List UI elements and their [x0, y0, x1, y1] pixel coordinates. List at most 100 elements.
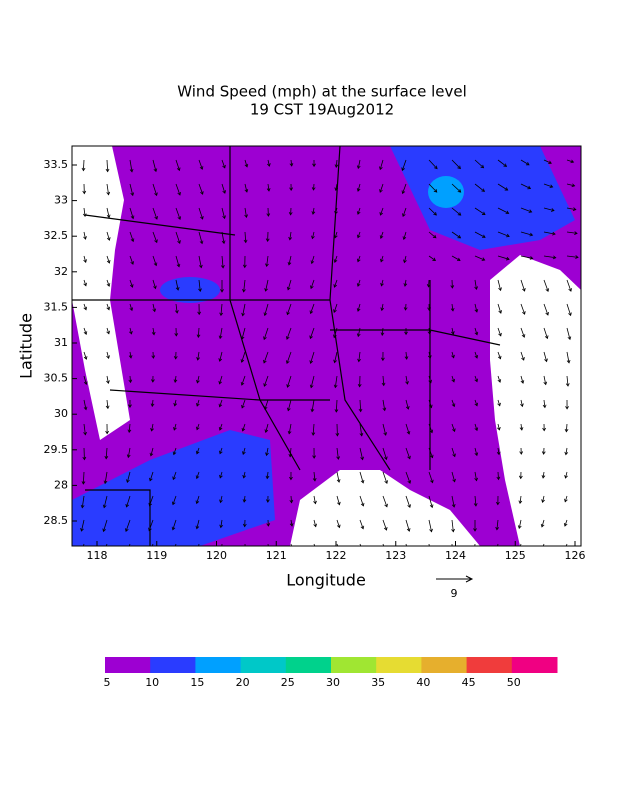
wind-vector	[402, 207, 407, 217]
low-wind-area	[290, 470, 480, 546]
wind-vector-head	[219, 524, 224, 529]
wind-vectors	[80, 159, 579, 554]
wind-vector-head	[383, 432, 388, 436]
wind-vector-head	[289, 163, 294, 167]
wind-vector-head	[83, 381, 88, 386]
wind-vector-head	[428, 404, 433, 409]
wind-vector	[543, 231, 556, 235]
wind-vector-head	[520, 403, 524, 408]
wind-vector	[543, 279, 549, 292]
wind-vector	[336, 543, 339, 546]
wind-vector-head	[403, 283, 408, 287]
wind-area	[390, 146, 575, 250]
wind-vector	[129, 183, 134, 196]
wind-vector-head	[172, 451, 177, 456]
wind-vector	[196, 471, 200, 479]
wind-vector	[497, 351, 501, 359]
wind-vector	[497, 159, 507, 167]
wind-vector	[380, 207, 384, 216]
wind-vector-head	[405, 381, 409, 385]
wind-vector	[381, 303, 384, 311]
wind-vector-head	[403, 259, 407, 264]
wind-vector-head	[542, 404, 547, 409]
y-tick-label: 28	[54, 478, 68, 491]
wind-vector	[175, 303, 178, 314]
wind-vector-head	[384, 503, 388, 508]
wind-vector-head	[495, 526, 500, 531]
wind-vector-head	[336, 456, 340, 460]
wind-vector-head	[401, 167, 405, 172]
wind-vector-head	[241, 404, 245, 409]
wind-vector	[82, 471, 85, 484]
wind-vector-head	[196, 551, 199, 554]
wind-vector-head	[474, 427, 479, 432]
wind-vector-head	[333, 309, 337, 313]
wind-vector-head	[357, 358, 361, 363]
wind-vector-head	[333, 334, 337, 339]
wind-vector	[520, 327, 525, 338]
wind-vector	[336, 495, 340, 505]
wind-vector-head	[264, 429, 269, 434]
wind-vector-head	[242, 499, 247, 503]
wind-vector-head	[474, 286, 478, 291]
wind-vector	[310, 375, 315, 388]
wind-vector-head	[106, 283, 111, 287]
wind-vector-head	[82, 456, 87, 461]
wind-vector	[520, 423, 523, 431]
wind-vector	[428, 471, 433, 483]
wind-vector-head	[379, 212, 384, 216]
wind-vector-head	[104, 455, 109, 460]
wind-vector-head	[242, 451, 246, 455]
wind-vector	[334, 279, 338, 288]
wind-vector	[381, 327, 384, 336]
wind-area	[72, 430, 275, 546]
wind-vector	[565, 471, 568, 479]
wind-vector	[335, 207, 338, 214]
wind-vector	[81, 519, 85, 532]
wind-vector	[428, 375, 432, 383]
wind-vector	[474, 471, 477, 481]
wind-vector-head	[311, 432, 316, 436]
wind-vector-head	[311, 211, 316, 215]
wind-vector	[497, 327, 502, 337]
wind-vector-head	[242, 523, 247, 528]
wind-vector-head	[334, 164, 339, 168]
wind-vector-head	[381, 357, 385, 362]
wind-vector	[220, 495, 223, 503]
wind-vector-head	[565, 406, 569, 410]
wind-vector-head	[310, 408, 315, 413]
wind-vector-head	[311, 235, 315, 240]
wind-vector-head	[450, 285, 455, 289]
wind-vector	[566, 303, 572, 316]
wind-vector	[333, 303, 338, 313]
wind-vector	[564, 495, 568, 502]
wind-vector-head	[196, 403, 200, 407]
wind-vector-head	[106, 355, 110, 360]
wind-vector-head	[356, 308, 361, 312]
wind-vector	[474, 159, 484, 169]
wind-vector	[474, 255, 485, 261]
wind-vector-head	[82, 213, 87, 218]
wind-vector-head	[219, 450, 223, 455]
wind-vector	[451, 375, 455, 383]
wind-vector	[290, 159, 293, 167]
wind-vector	[286, 327, 292, 340]
wind-vector	[357, 255, 361, 262]
wind-vector-head	[176, 263, 181, 268]
wind-vector-head	[264, 288, 268, 292]
wind-vector	[380, 255, 384, 262]
colorbar-label: 45	[462, 676, 476, 689]
wind-vector-head	[432, 257, 436, 262]
wind-vector	[173, 447, 177, 455]
wind-vector	[520, 399, 523, 407]
wind-vector-head	[175, 287, 180, 291]
wind-vector-head	[196, 379, 200, 384]
wind-vector-head	[522, 287, 526, 292]
wind-vector	[129, 375, 131, 383]
wind-vector-head	[309, 360, 314, 364]
wind-vector	[543, 183, 553, 188]
wind-vector-head	[564, 451, 569, 456]
colorbar-swatch	[240, 657, 287, 673]
wind-vector-head	[80, 551, 83, 554]
wind-vector-head	[540, 523, 545, 528]
